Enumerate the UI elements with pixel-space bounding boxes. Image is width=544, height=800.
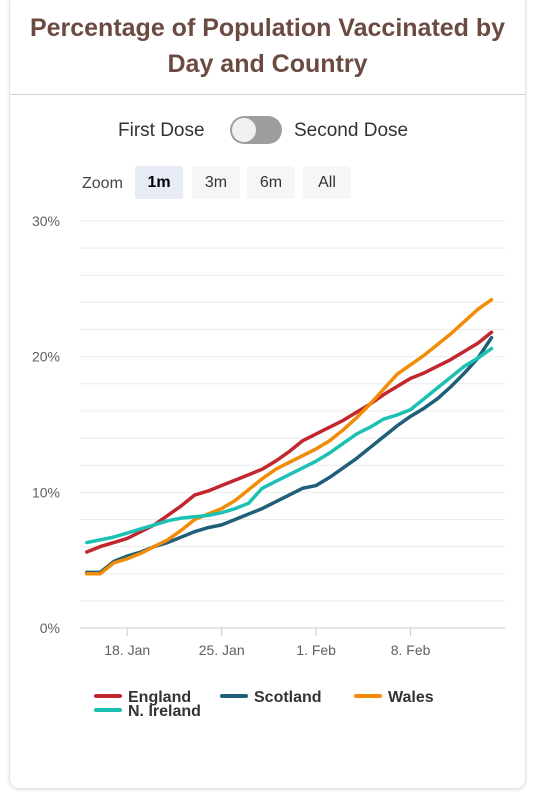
x-tick-label: 25. Jan	[199, 642, 245, 658]
title-divider	[10, 94, 525, 95]
y-tick-label: 0%	[40, 620, 60, 636]
legend-label-england: England	[128, 689, 191, 706]
series-line-n-ireland	[84, 346, 494, 545]
y-tick-label: 20%	[32, 349, 60, 365]
x-tick-label: 18. Jan	[104, 642, 150, 658]
dose-toggle-switch[interactable]	[230, 116, 282, 144]
legend-label-scotland: Scotland	[254, 689, 322, 706]
zoom-label: Zoom	[82, 175, 123, 192]
zoom-3m-button[interactable]: 3m	[192, 166, 240, 199]
y-tick-label: 10%	[32, 484, 60, 500]
legend-label-wales: Wales	[388, 689, 434, 706]
x-tick-label: 8. Feb	[391, 642, 431, 658]
series-line-wales	[84, 297, 494, 576]
chart-title-line-1: Percentage of Population Vaccinated by	[29, 14, 506, 42]
toggle-knob	[232, 118, 256, 142]
first-dose-label[interactable]: First Dose	[118, 120, 205, 141]
legend-label-n-ireland: N. Ireland	[128, 703, 201, 720]
y-tick-label: 30%	[32, 213, 60, 229]
zoom-all-button[interactable]: All	[303, 166, 351, 199]
second-dose-label[interactable]: Second Dose	[294, 120, 409, 141]
zoom-1m-button[interactable]: 1m	[135, 166, 183, 199]
chart-title-line-2: Day and Country	[167, 50, 368, 78]
series-line-scotland	[84, 335, 494, 575]
x-tick-label: 1. Feb	[296, 642, 336, 658]
dose-toggle-row: First Dose Second Dose	[10, 116, 525, 146]
zoom-6m-button[interactable]: 6m	[247, 166, 295, 199]
chart-title: Percentage of Population Vaccinated by D…	[10, 10, 525, 82]
